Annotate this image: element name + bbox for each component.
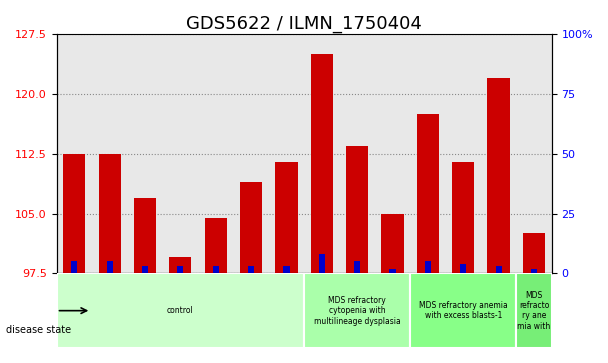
Bar (213, 266, 219, 273)
Text: MDS refractory anemia
with excess blasts-1: MDS refractory anemia with excess blasts… (419, 301, 508, 321)
Bar (71, 261, 77, 273)
Bar (248, 266, 254, 273)
Text: MDS refractory
cytopenia with
multilineage dysplasia: MDS refractory cytopenia with multilinea… (314, 296, 401, 326)
Bar (311, 54, 333, 273)
FancyBboxPatch shape (516, 273, 551, 348)
Bar (275, 162, 297, 273)
Bar (169, 257, 192, 273)
Bar (354, 261, 361, 273)
Bar (460, 264, 466, 273)
Bar (63, 154, 85, 273)
Bar (283, 266, 289, 273)
Bar (452, 162, 474, 273)
Bar (425, 261, 431, 273)
Bar (319, 254, 325, 273)
Bar (134, 197, 156, 273)
Bar (142, 266, 148, 273)
Bar (240, 182, 262, 273)
Bar (98, 154, 121, 273)
Bar (496, 266, 502, 273)
FancyBboxPatch shape (57, 273, 304, 348)
Text: disease state: disease state (6, 325, 71, 335)
Title: GDS5622 / ILMN_1750404: GDS5622 / ILMN_1750404 (186, 15, 422, 33)
Text: control: control (167, 306, 194, 315)
Bar (531, 269, 537, 273)
Bar (523, 233, 545, 273)
Bar (106, 261, 112, 273)
Bar (488, 78, 510, 273)
Bar (204, 217, 227, 273)
Text: MDS
refracto
ry ane
mia with: MDS refracto ry ane mia with (517, 290, 551, 331)
Bar (346, 146, 368, 273)
Bar (178, 266, 184, 273)
Bar (416, 114, 439, 273)
Bar (390, 269, 396, 273)
Bar (381, 213, 404, 273)
FancyBboxPatch shape (410, 273, 516, 348)
FancyBboxPatch shape (304, 273, 410, 348)
